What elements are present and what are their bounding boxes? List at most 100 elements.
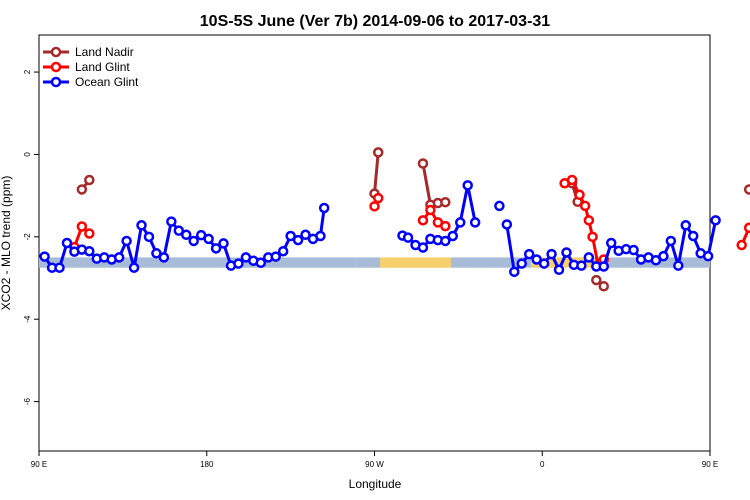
data-point: [203, 233, 214, 245]
data-point: [576, 260, 587, 271]
data-point: [628, 244, 639, 256]
data-point: [650, 255, 662, 266]
data-point: [300, 229, 311, 241]
data-point: [218, 238, 229, 249]
x-axis-label: Longitude: [349, 477, 402, 491]
data-point: [665, 235, 677, 247]
data-point: [605, 237, 617, 249]
data-point: [121, 235, 132, 247]
data-point: [494, 200, 505, 212]
data-point: [583, 215, 595, 226]
data-point: [417, 242, 429, 253]
data-point: [743, 184, 750, 195]
chart-title: 10S-5S June (Ver 7b) 2014-09-06 to 2017-…: [200, 13, 551, 30]
series-layer: [39, 147, 750, 292]
data-point: [113, 252, 125, 263]
legend-marker: [50, 76, 62, 88]
data-point: [561, 247, 572, 258]
data-point: [447, 230, 459, 242]
data-point: [579, 200, 591, 212]
data-point: [440, 220, 451, 232]
data-point: [417, 215, 429, 226]
data-point: [687, 230, 699, 242]
y-axis: 2 0 -2 -4 -6: [23, 69, 39, 405]
data-point: [372, 147, 384, 158]
data-point: [553, 264, 565, 276]
x-tick-label: 0: [540, 460, 545, 469]
data-point: [166, 216, 177, 227]
data-point: [736, 239, 747, 251]
data-point: [454, 217, 466, 228]
data-point: [369, 201, 380, 212]
legend-marker: [50, 46, 62, 58]
y-tick-label: -6: [23, 397, 32, 405]
legend-label: Land Glint: [75, 60, 130, 74]
data-point: [255, 257, 267, 269]
data-point: [210, 243, 222, 254]
data-point: [583, 252, 595, 263]
data-point: [76, 221, 88, 232]
y-axis-label: XCO2 - MLO trend (ppm): [0, 176, 13, 311]
data-point: [673, 260, 684, 271]
x-axis: 90 E 180 90 W 0 90 E: [31, 451, 718, 469]
data-point: [417, 158, 429, 169]
data-point: [440, 235, 451, 247]
data-point: [54, 262, 65, 273]
data-point: [598, 280, 610, 292]
data-point: [61, 237, 73, 249]
data-point: [158, 252, 170, 263]
data-point: [587, 231, 598, 243]
x-tick-label: 90 E: [702, 460, 718, 469]
data-point: [84, 174, 95, 186]
x-tick-label: 90 W: [365, 460, 384, 469]
data-point: [501, 219, 513, 230]
data-point: [440, 196, 451, 208]
data-point: [292, 234, 304, 246]
data-point: [710, 215, 721, 226]
data-point: [546, 248, 557, 260]
data-point: [188, 235, 199, 247]
band-ocean: [355, 257, 381, 268]
surface-band: [39, 257, 710, 268]
band-ocean: [477, 257, 532, 268]
data-point: [680, 220, 692, 231]
data-point: [574, 189, 585, 201]
legend-marker: [50, 61, 62, 73]
data-point: [318, 202, 330, 214]
band-ocean: [39, 257, 356, 268]
data-point: [402, 232, 414, 243]
series-land-nadir: [76, 147, 750, 292]
data-point: [315, 230, 326, 242]
data-point: [531, 254, 542, 265]
data-point: [566, 174, 578, 186]
data-point: [128, 262, 140, 273]
band-land: [380, 257, 451, 268]
data-point: [591, 274, 602, 286]
x-tick-label: 90 E: [31, 460, 47, 469]
data-point: [270, 251, 281, 262]
data-point: [39, 251, 50, 262]
data-point: [277, 245, 289, 257]
data-point: [76, 184, 88, 195]
data-point: [233, 258, 244, 269]
data-point: [84, 228, 95, 239]
data-point: [151, 248, 162, 259]
y-tick-label: 2: [23, 69, 32, 74]
data-point: [462, 180, 473, 191]
legend-label: Land Nadir: [75, 45, 134, 59]
x-tick-label: 180: [200, 460, 214, 469]
data-point: [598, 261, 610, 272]
data-point: [84, 245, 95, 257]
y-tick-label: -2: [23, 233, 32, 241]
band-ocean: [450, 257, 478, 268]
data-point: [538, 258, 550, 269]
y-tick-label: -4: [23, 315, 32, 323]
data-point: [658, 250, 669, 262]
data-point: [425, 204, 436, 216]
data-point: [516, 258, 527, 269]
series-ocean-glint: [39, 180, 721, 278]
legend-label: Ocean Glint: [75, 75, 139, 89]
series-line: [373, 152, 380, 194]
data-point: [143, 231, 155, 243]
data-point: [285, 230, 296, 242]
